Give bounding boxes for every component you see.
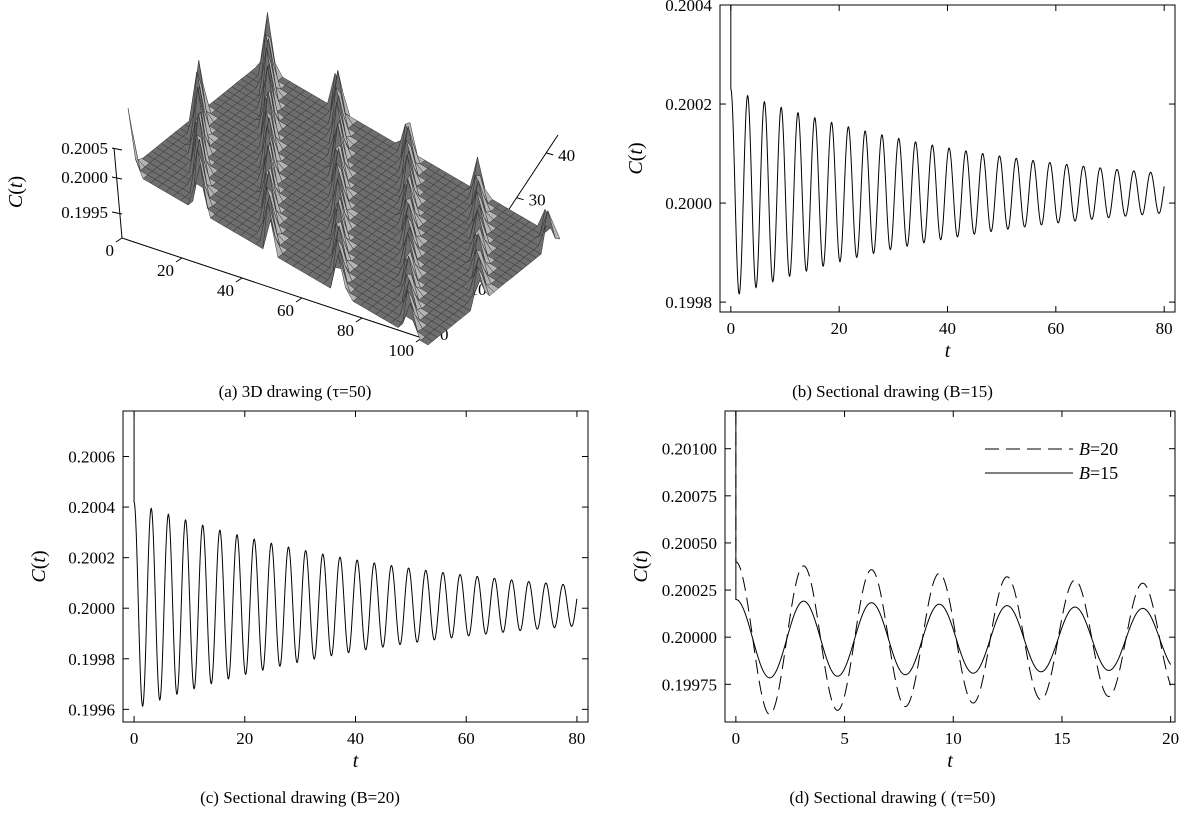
x-tick	[175, 257, 183, 263]
caption-c: (c) Sectional drawing (B=20)	[200, 788, 400, 807]
x-tick-label: 0	[727, 319, 736, 338]
x-tick-label: 40	[217, 281, 234, 300]
y-tick-label: 0.2002	[665, 95, 712, 114]
y-tick-label: 0.20050	[662, 534, 717, 553]
z-tick	[111, 211, 123, 215]
y-tick-label: 0.2006	[68, 448, 115, 467]
x-tick-label: 20	[157, 261, 174, 280]
z-tick-label: 0.2005	[61, 139, 108, 158]
x-tick-label: 100	[389, 341, 415, 360]
y-tick-label: 0	[440, 325, 449, 344]
x-tick-label: 40	[939, 319, 956, 338]
plot-frame	[724, 410, 1176, 723]
x-tick-label: 10	[945, 729, 962, 748]
caption-d: (d) Sectional drawing ( (τ=50)	[789, 788, 996, 807]
y-tick-label: 40	[558, 146, 575, 165]
x-tick-label: 20	[236, 729, 253, 748]
z-tick-label: 0.1995	[61, 203, 108, 222]
x-tick-label: 20	[1162, 729, 1179, 748]
x-tick-label: 20	[831, 319, 848, 338]
y-axis-label: C(t)	[28, 550, 50, 582]
y-tick-label: 0.2004	[68, 498, 115, 517]
y-tick-label: 0.20025	[662, 581, 717, 600]
legend-label: B=15	[1079, 463, 1118, 483]
legend-label: B=20	[1079, 439, 1118, 459]
z-axis-label: C(t)	[5, 176, 27, 208]
z-tick-label: 0.2000	[61, 168, 108, 187]
z-axis-line	[113, 147, 123, 239]
x-tick-label: 0	[106, 241, 115, 260]
x-tick-label: 40	[347, 729, 364, 748]
x-tick-label: 15	[1053, 729, 1070, 748]
surface-mesh	[127, 12, 561, 346]
caption-b: (b) Sectional drawing (B=15)	[792, 382, 993, 401]
y-tick-label: 0.19975	[662, 675, 717, 694]
x-tick-label: 0	[732, 729, 741, 748]
panel-d: 0 5 10 15 20 0.19975 0.20000 0.20025 0.20050 0.20…	[600, 405, 1185, 785]
line-chart-d: 0 5 10 15 20 0.19975 0.20000 0.20025 0.20050 0.20…	[630, 410, 1179, 772]
x-tick	[235, 277, 243, 283]
series-line-B15	[735, 411, 1172, 679]
x-tick-label: 60	[1047, 319, 1064, 338]
surface-plot-3d: 0.20050.20000.1995020406080100010203040C…	[5, 12, 575, 360]
x-axis-label: t	[947, 750, 953, 772]
y-tick	[546, 152, 554, 156]
x-tick-label: 60	[458, 729, 475, 748]
series-line-0	[730, 5, 1165, 295]
z-tick	[111, 147, 123, 151]
x-tick	[295, 297, 303, 303]
x-tick-label: 80	[568, 729, 585, 748]
panel-b: 0 20 40 60 80 0.1998 0.2000 0.2002 0.2004 t C(t)	[600, 0, 1185, 375]
y-tick-label: 0.1996	[68, 700, 115, 719]
x-axis-label: t	[945, 340, 951, 362]
y-tick-label: 0.20100	[662, 440, 717, 459]
y-tick	[516, 197, 524, 201]
series-line-0	[133, 411, 578, 708]
x-tick-label: 60	[277, 301, 294, 320]
x-tick-label: 5	[840, 729, 849, 748]
x-tick-label: 80	[337, 321, 354, 340]
surface-cell	[127, 107, 141, 171]
x-tick	[115, 237, 123, 243]
y-tick-label: 0.20075	[662, 487, 717, 506]
caption-a: (a) 3D drawing (τ=50)	[218, 382, 372, 401]
x-axis-label: t	[353, 750, 359, 772]
x-axis-line	[121, 237, 423, 339]
y-tick-label: 0.2002	[68, 549, 115, 568]
y-tick-label: 0.2004	[665, 0, 712, 15]
x-tick-label: 80	[1156, 319, 1173, 338]
x-tick-label: 0	[130, 729, 139, 748]
panel-c: 0 20 40 60 80 0.1996 0.1998 0.2000 0.2002 0.2004 0…	[0, 405, 600, 785]
y-tick-label: 0.1998	[665, 293, 712, 312]
y-tick-label: 0.2000	[665, 194, 712, 213]
surface-cell	[420, 336, 434, 346]
series-line-B20	[735, 411, 1172, 715]
y-axis-label: C(t)	[630, 550, 652, 582]
line-chart-b: 0 20 40 60 80 0.1998 0.2000 0.2002 0.2004 t C(t)	[625, 0, 1176, 362]
y-tick-label: 0.2000	[68, 599, 115, 618]
y-tick-label: 0.20000	[662, 628, 717, 647]
y-tick-label: 0.1998	[68, 650, 115, 669]
y-tick-label: 30	[529, 191, 546, 210]
panel-a: 0.20050.20000.1995020406080100010203040C…	[0, 0, 590, 375]
line-chart-c: 0 20 40 60 80 0.1996 0.1998 0.2000 0.2002 0.2004 0…	[28, 410, 589, 772]
x-tick	[355, 317, 363, 323]
y-axis-label: C(t)	[625, 142, 647, 174]
z-tick	[111, 176, 123, 180]
